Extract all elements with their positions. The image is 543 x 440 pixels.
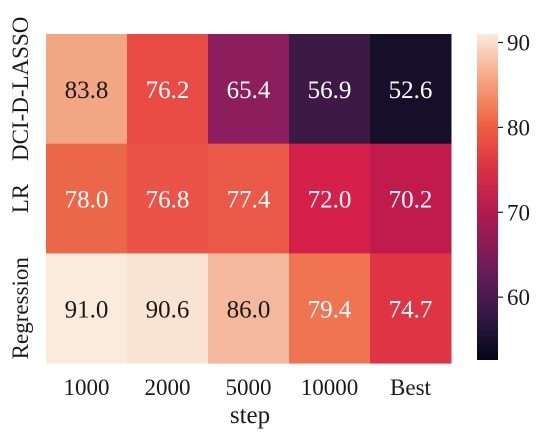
x-tick-label: 10000 [301, 375, 359, 400]
heatmap-cell [289, 143, 371, 254]
heatmap-cell-label: 78.0 [65, 187, 109, 214]
heatmap-cell [46, 143, 128, 254]
x-axis-ticks: 1000 2000 5000 10000 Best [64, 375, 432, 400]
colorbar-tick-label: 60 [507, 285, 530, 310]
colorbar [477, 34, 498, 360]
heatmap-cell [46, 34, 128, 145]
heatmap-cell [208, 34, 290, 145]
heatmap-cell [127, 253, 209, 364]
heatmap-cell-label: 52.6 [389, 77, 433, 104]
heatmap-cell-label: 70.2 [389, 187, 433, 214]
heatmap-cell-label: 76.2 [146, 77, 190, 104]
heatmap-cell-label: 65.4 [227, 77, 271, 104]
heatmap-cell [370, 143, 452, 254]
heatmap-cell [208, 253, 290, 364]
colorbar-tick-label: 80 [507, 115, 530, 140]
heatmap-cell-label: 86.0 [227, 296, 271, 323]
x-axis-label: step [230, 402, 270, 429]
heatmap-cell-label: 72.0 [308, 187, 352, 214]
heatmap-cell-label: 90.6 [146, 296, 190, 323]
heatmap-cell-label: 56.9 [308, 77, 352, 104]
colorbar-tick-label: 90 [507, 30, 530, 55]
heatmap-cell-label: 91.0 [65, 296, 109, 323]
x-tick-label: 1000 [64, 375, 110, 400]
heatmap-cell-label: 83.8 [65, 77, 109, 104]
heatmap-cell-label: 74.7 [389, 296, 433, 323]
heatmap-cell [127, 34, 209, 145]
y-tick-label: LR [8, 183, 33, 213]
heatmap-cell [208, 143, 290, 254]
heatmap-cell [289, 253, 371, 364]
heatmap-cell-label: 79.4 [308, 296, 352, 323]
heatmap-cell [370, 34, 452, 145]
x-tick-label: 5000 [226, 375, 272, 400]
y-axis-ticks: DCI-D-LASSO LR Regression [8, 17, 33, 360]
heatmap-cell [46, 253, 128, 364]
heatmap-cell-label: 76.8 [146, 187, 190, 214]
heatmap-cells [46, 34, 452, 364]
y-tick-label: DCI-D-LASSO [8, 17, 33, 161]
x-tick-label: 2000 [145, 375, 191, 400]
colorbar-ticks: 60 70 80 90 [498, 30, 530, 310]
heatmap-cell [127, 143, 209, 254]
colorbar-tick-label: 70 [507, 200, 530, 225]
x-tick-label: Best [390, 375, 432, 400]
y-tick-label: Regression [8, 257, 33, 360]
heatmap-cell-labels: 83.8 76.2 65.4 56.9 52.6 78.0 76.8 77.4 72.0 70.2… [65, 77, 433, 323]
colorbar-gradient [477, 34, 498, 360]
heatmap-cell [289, 34, 371, 145]
heatmap-cell [370, 253, 452, 364]
heatmap-cell-label: 77.4 [227, 187, 271, 214]
